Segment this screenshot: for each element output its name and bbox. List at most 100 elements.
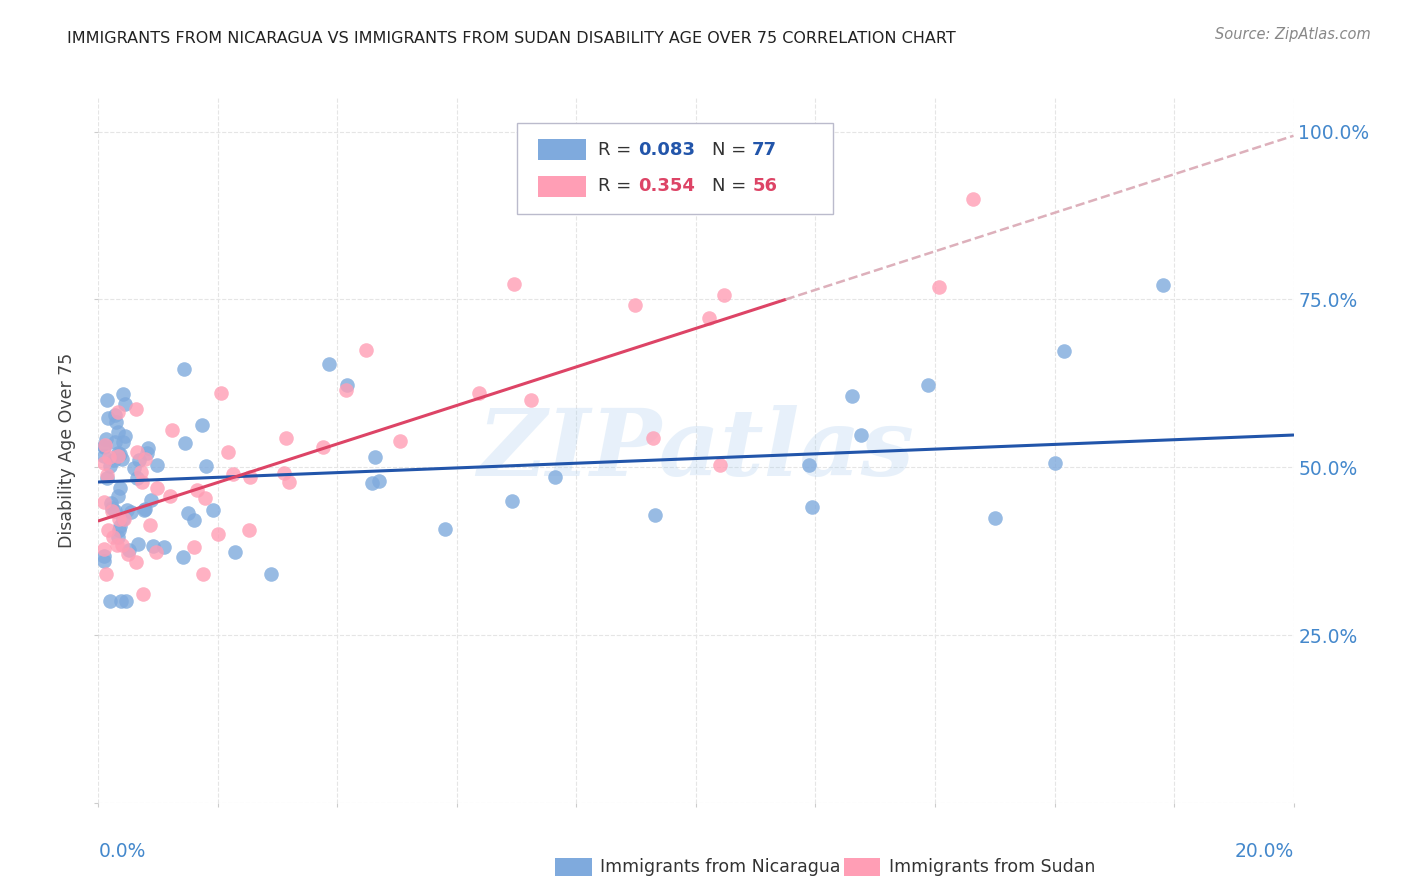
FancyBboxPatch shape: [538, 139, 586, 161]
Point: [1152, 278, 1174, 293]
Text: N =: N =: [711, 178, 751, 195]
Point: [115, 594, 138, 608]
Point: [108, 481, 131, 495]
Point: [360, 476, 382, 491]
Point: [209, 386, 232, 401]
Text: 20.0%: 20.0%: [1234, 841, 1294, 861]
Point: [97, 411, 120, 425]
Point: [135, 446, 157, 460]
Point: [103, 452, 125, 467]
Point: [193, 566, 215, 581]
Point: [173, 362, 195, 376]
Point: [114, 428, 136, 442]
Point: [134, 502, 156, 516]
Text: IMMIGRANTS FROM NICARAGUA VS IMMIGRANTS FROM SUDAN DISABILITY AGE OVER 75 CORREL: IMMIGRANTS FROM NICARAGUA VS IMMIGRANTS …: [67, 31, 956, 46]
Point: [110, 518, 132, 533]
Point: [104, 409, 127, 423]
Point: [194, 459, 217, 474]
Point: [125, 555, 148, 569]
Point: [98, 458, 121, 473]
Point: [117, 547, 139, 561]
Point: [114, 396, 136, 410]
Point: [118, 543, 141, 558]
Point: [100, 496, 122, 510]
Point: [110, 538, 132, 552]
Point: [624, 298, 647, 312]
Y-axis label: Disability Age Over 75: Disability Age Over 75: [58, 353, 76, 548]
Point: [194, 491, 217, 505]
Point: [501, 493, 523, 508]
FancyBboxPatch shape: [517, 123, 834, 214]
Point: [238, 523, 260, 537]
Point: [107, 446, 129, 460]
Point: [183, 513, 205, 527]
Text: Source: ZipAtlas.com: Source: ZipAtlas.com: [1215, 27, 1371, 42]
Point: [93, 495, 115, 509]
Text: 77: 77: [752, 141, 778, 159]
Point: [713, 287, 735, 301]
Point: [111, 452, 134, 467]
Point: [125, 401, 148, 416]
Point: [177, 507, 200, 521]
Point: [502, 277, 524, 292]
Point: [173, 435, 195, 450]
Point: [984, 511, 1007, 525]
Point: [96, 392, 118, 407]
Point: [93, 440, 115, 454]
Point: [101, 530, 124, 544]
Point: [107, 425, 129, 439]
Point: [120, 505, 142, 519]
Point: [201, 503, 224, 517]
Point: [274, 431, 297, 445]
Point: [364, 450, 387, 465]
Text: Immigrants from Nicaragua: Immigrants from Nicaragua: [600, 858, 841, 876]
Point: [107, 489, 129, 503]
Point: [107, 511, 129, 525]
Point: [709, 458, 731, 473]
Text: 0.083: 0.083: [638, 141, 696, 159]
Point: [260, 566, 283, 581]
Point: [146, 458, 169, 473]
Point: [172, 549, 194, 564]
Point: [104, 504, 127, 518]
Point: [98, 450, 121, 464]
Point: [107, 530, 129, 544]
FancyBboxPatch shape: [538, 176, 586, 197]
Point: [849, 428, 872, 442]
Point: [93, 554, 115, 568]
Point: [108, 523, 131, 537]
Point: [115, 503, 138, 517]
Point: [468, 385, 491, 400]
Point: [108, 447, 131, 461]
Point: [641, 431, 664, 445]
Point: [644, 508, 666, 522]
Point: [145, 481, 167, 495]
Point: [273, 467, 295, 481]
Point: [145, 544, 167, 558]
Point: [94, 567, 117, 582]
Point: [142, 539, 165, 553]
Text: R =: R =: [598, 141, 637, 159]
Point: [544, 470, 567, 484]
Point: [697, 311, 720, 326]
Point: [134, 452, 156, 467]
Point: [239, 470, 262, 484]
Point: [132, 503, 155, 517]
Point: [160, 423, 183, 437]
Point: [218, 445, 240, 459]
Point: [101, 500, 124, 515]
Point: [93, 439, 115, 453]
Point: [98, 594, 121, 608]
Text: 0.354: 0.354: [638, 178, 696, 195]
Text: Immigrants from Sudan: Immigrants from Sudan: [889, 858, 1095, 876]
Point: [186, 483, 208, 497]
Point: [1043, 456, 1066, 470]
Text: R =: R =: [598, 178, 637, 195]
Point: [105, 538, 128, 552]
Point: [93, 541, 115, 556]
Point: [104, 434, 127, 449]
Point: [112, 512, 135, 526]
Point: [93, 456, 115, 470]
Point: [131, 475, 153, 490]
Point: [336, 377, 359, 392]
